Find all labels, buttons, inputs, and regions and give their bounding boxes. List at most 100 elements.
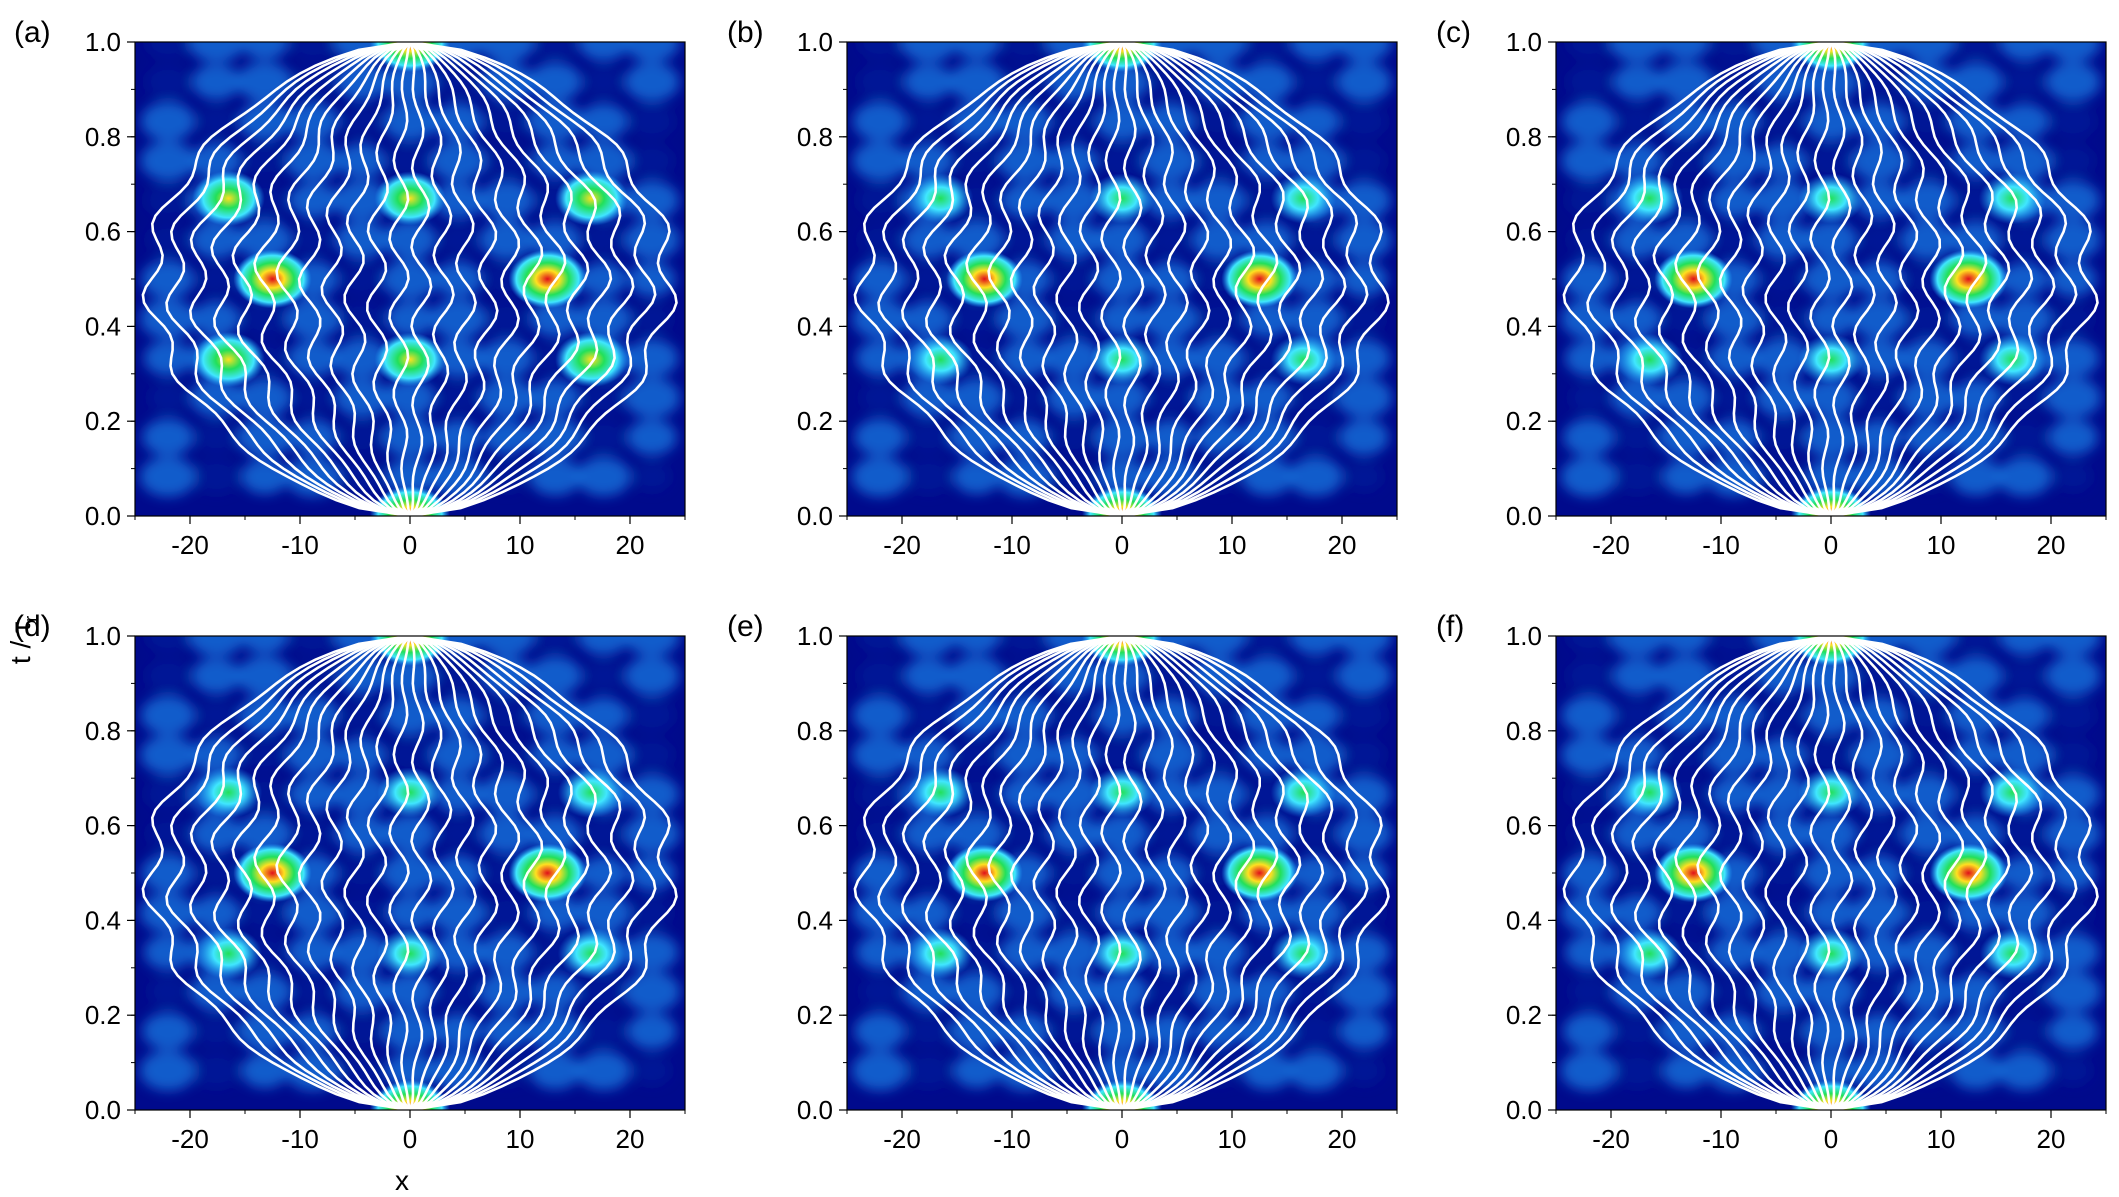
field-blob (289, 182, 338, 218)
trajectory-line (1121, 42, 1279, 516)
panel-label: (b) (727, 16, 764, 49)
field-blob (633, 1056, 671, 1085)
field-blob (632, 303, 672, 334)
field-blob (1562, 260, 1616, 299)
field-blob (1050, 301, 1097, 336)
field-blob (628, 855, 676, 891)
field-blob (1755, 338, 1811, 378)
field-blob (909, 701, 947, 730)
field-blob (853, 854, 907, 893)
field-blob (949, 1011, 1005, 1052)
field-blob (905, 459, 952, 494)
field-blob (1191, 636, 1247, 657)
field-blob (1336, 42, 1392, 62)
field-blob (1151, 225, 1190, 255)
field-blob (1762, 857, 1804, 889)
field-blob (1950, 457, 2003, 496)
field-blob (1612, 142, 1663, 180)
field-blob (1662, 1053, 1710, 1088)
field-blob (334, 932, 390, 972)
field-blob (342, 700, 381, 730)
field-blob (1568, 224, 1610, 256)
field-blob (1240, 62, 1294, 101)
x-tick-label: -20 (883, 530, 921, 560)
trajectory-line (409, 636, 590, 1110)
field-blob (1336, 219, 1392, 260)
trajectory-line (297, 42, 411, 516)
field-blob (196, 421, 237, 453)
trajectory-line (1830, 636, 1942, 1110)
field-blob (2048, 419, 2098, 456)
field-blob (191, 63, 241, 100)
field-blob (579, 103, 628, 140)
field-blob (1239, 417, 1296, 458)
trajectory-line (900, 42, 1123, 516)
trajectory-line (297, 636, 411, 1110)
field-blob (949, 655, 1005, 696)
field-blob (1191, 377, 1247, 418)
x-tick-label: 0 (1824, 530, 1838, 560)
field-blob (1561, 695, 1617, 735)
y-tick-label: 0.6 (85, 217, 121, 247)
trajectory-line (275, 42, 411, 516)
field-blob (383, 220, 437, 259)
field-blob (1613, 895, 1662, 931)
field-blob (630, 738, 674, 771)
trajectory-line (877, 42, 1123, 516)
field-blob (1618, 264, 1657, 294)
trajectory-line (1121, 636, 1347, 1110)
field-blob (527, 1011, 584, 1052)
field-blob (1095, 220, 1149, 259)
field-blob (1855, 855, 1904, 892)
y-tick-label: 0.4 (85, 311, 121, 341)
field-blob (904, 301, 953, 337)
trajectory-line (388, 636, 412, 1110)
field-blob (2045, 813, 2101, 854)
field-blob (430, 298, 487, 339)
field-blob (1291, 103, 1340, 140)
field-blob (1191, 42, 1247, 63)
field-blob (386, 895, 434, 931)
field-blob (859, 224, 901, 256)
field-blob (1099, 144, 1145, 178)
field-blob (997, 892, 1054, 933)
trajectory-line (409, 636, 657, 1110)
field-blob (1191, 814, 1246, 854)
field-blob (1000, 339, 1051, 377)
y-tick-label: 0.8 (797, 716, 833, 746)
trajectory-line (1830, 42, 2034, 516)
field-blob (1562, 854, 1616, 893)
hotspot (1654, 249, 1733, 309)
hotspot (1929, 249, 2008, 309)
field-blob (2000, 103, 2049, 140)
field-blob (1098, 301, 1146, 337)
y-tick-label: 0.2 (85, 1000, 121, 1030)
field-blob (288, 339, 339, 377)
field-blob (1803, 1011, 1859, 1052)
field-blob (527, 417, 584, 458)
field-blob (2049, 855, 2097, 891)
y-tick-label: 0.0 (1506, 501, 1542, 531)
y-tick-label: 0.8 (797, 122, 833, 152)
field-blob (1658, 417, 1714, 458)
field-blob (1296, 661, 1335, 691)
field-blob (147, 224, 189, 256)
y-tick-label: 0.6 (1506, 217, 1542, 247)
y-tick-label: 0.4 (797, 311, 833, 341)
field-blob (1662, 636, 1710, 654)
field-blob (2045, 656, 2101, 696)
field-blob (1760, 420, 1805, 454)
field-blob (1198, 105, 1240, 137)
x-tick-label: 0 (403, 530, 417, 560)
field-blob (1561, 735, 1617, 775)
field-blob (1054, 106, 1093, 136)
field-blob (2051, 738, 2095, 771)
field-blob (1611, 972, 1664, 1011)
field-blob (949, 417, 1005, 458)
panel-label: (f) (1436, 610, 1464, 643)
hotspot (1221, 250, 1298, 308)
field-blob (479, 338, 534, 378)
field-blob (479, 220, 534, 260)
field-blob (1955, 636, 1997, 652)
field-blob (903, 142, 954, 180)
